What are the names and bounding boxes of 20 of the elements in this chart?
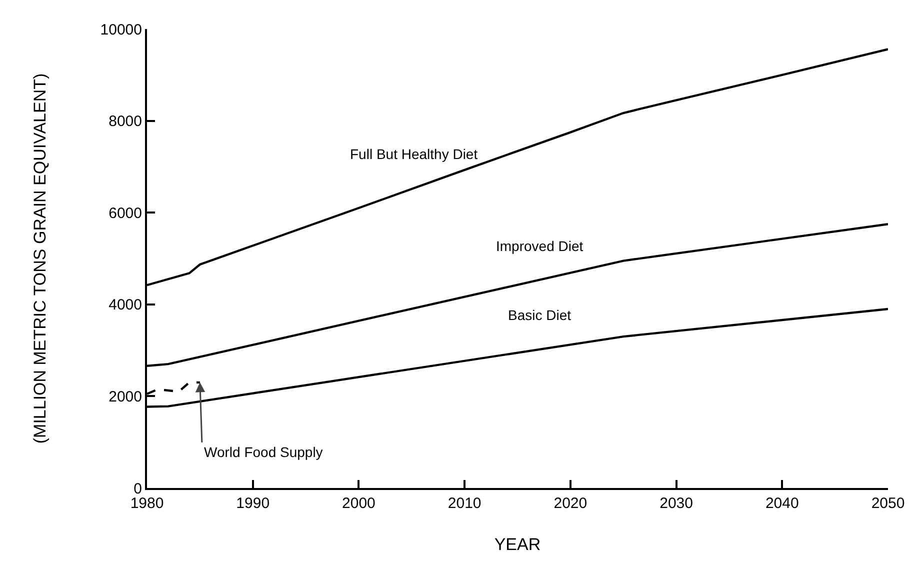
y-tick-label: 0 xyxy=(134,480,142,498)
y-axis-title: (MILLION METRIC TONS GRAIN EQUIVALENT) xyxy=(30,73,50,444)
series-label: Full But Healthy Diet xyxy=(350,146,478,162)
x-tick-label: 2040 xyxy=(765,495,799,512)
x-tick-label: 2000 xyxy=(342,495,376,512)
x-tick-label: 1990 xyxy=(236,495,270,512)
series-label: Basic Diet xyxy=(508,307,572,323)
x-tick-label: 2050 xyxy=(871,495,905,512)
y-tick-label: 6000 xyxy=(108,204,142,222)
y-tick-label: 2000 xyxy=(108,388,142,406)
x-axis-title: YEAR xyxy=(494,535,541,554)
series-label: Improved Diet xyxy=(496,238,584,254)
x-tick-label: 2010 xyxy=(448,495,482,512)
text: World Food Supply xyxy=(204,444,323,460)
x-tick-label: 2030 xyxy=(660,495,693,512)
x-tick-label: 1980 xyxy=(130,495,164,512)
y-tick-label: 8000 xyxy=(108,113,142,130)
y-tick-label: 4000 xyxy=(108,296,142,314)
y-tick-label: 10000 xyxy=(100,21,142,38)
x-tick-label: 2020 xyxy=(554,495,588,512)
